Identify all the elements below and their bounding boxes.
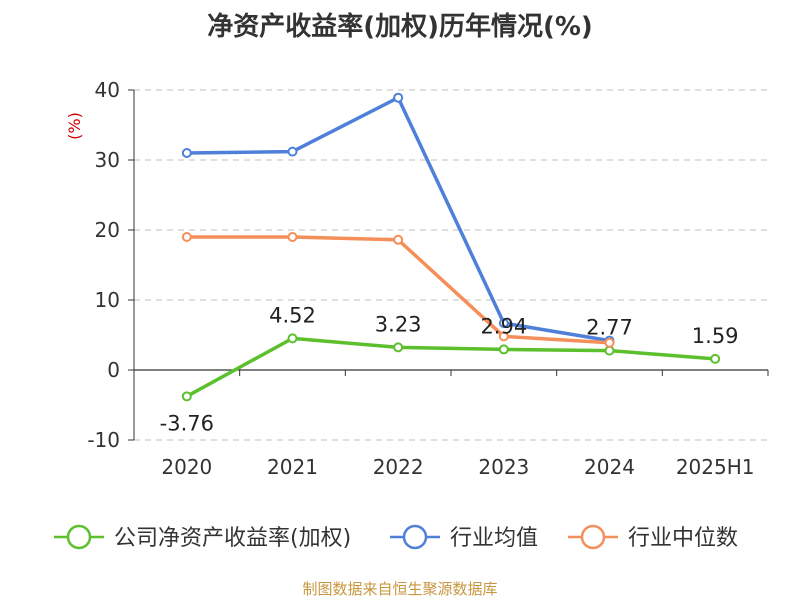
series-line [186, 95, 610, 343]
legend-marker [66, 524, 92, 550]
y-tick-label: 10 [95, 288, 120, 312]
y-tick-label: 20 [95, 218, 120, 242]
data-label: 4.52 [269, 303, 316, 327]
data-point [498, 331, 509, 342]
legend-label: 行业中位数 [628, 526, 738, 551]
y-tick-label: 0 [107, 358, 120, 382]
data-point [710, 353, 721, 364]
data-point [393, 342, 404, 353]
grid-lines [134, 89, 768, 441]
data-point [604, 337, 615, 348]
series-line [185, 336, 716, 398]
data-point [498, 318, 509, 329]
y-tick-label: 40 [95, 78, 120, 102]
data-point [181, 391, 192, 402]
legend-marker [402, 524, 428, 550]
data-point [287, 333, 298, 344]
data-point [498, 344, 509, 355]
data-point [287, 146, 298, 157]
x-tick-label: 2021 [267, 455, 318, 479]
data-point [181, 148, 192, 158]
legend: 公司净资产收益率(加权) 行业均值 行业中位数 [54, 524, 738, 551]
x-tick-label: 2025H1 [676, 455, 755, 479]
data-labels: -3.76 4.52 3.23 2.94 2.77 1.59 [160, 303, 739, 435]
y-axis-title: (%) [65, 112, 84, 140]
legend-label: 公司净资产收益率(加权) [114, 526, 351, 551]
data-point [604, 345, 615, 356]
data-label: 2.94 [480, 314, 527, 338]
legend-label: 行业均值 [450, 526, 538, 551]
data-label: 2.77 [586, 316, 633, 340]
footer-source: 制图数据来自恒生聚源数据库 [302, 580, 498, 598]
data-point [393, 234, 404, 245]
x-tick-label: 2023 [478, 455, 529, 479]
y-tick-label: -10 [87, 428, 120, 452]
data-point [393, 92, 404, 103]
data-label: 1.59 [692, 324, 739, 348]
series-lines [181, 92, 721, 402]
x-tick-label: 2022 [373, 455, 424, 479]
data-label: -3.76 [160, 411, 214, 435]
data-point [181, 232, 192, 242]
x-tick-label: 2024 [584, 455, 635, 479]
legend-marker [580, 524, 606, 550]
data-label: 3.23 [375, 312, 422, 336]
axes: -10 0 10 20 30 40 (%) 2020 2021 2022 2023 2024 2025H… [65, 78, 769, 479]
data-point [287, 232, 298, 242]
chart-title: 净资产收益率(加权)历年情况(%) [207, 12, 593, 42]
x-tick-label: 2020 [161, 455, 212, 479]
y-tick-label: 30 [95, 148, 120, 172]
